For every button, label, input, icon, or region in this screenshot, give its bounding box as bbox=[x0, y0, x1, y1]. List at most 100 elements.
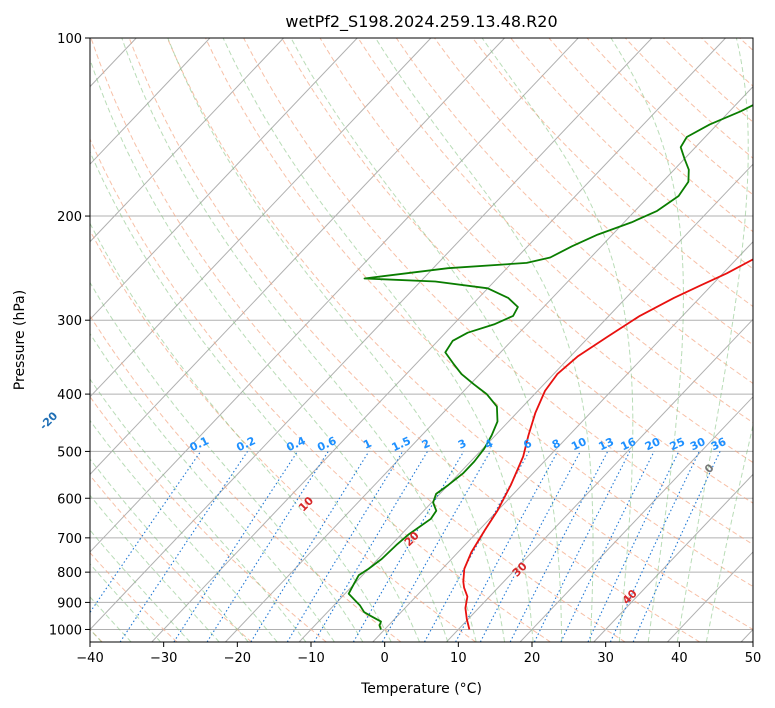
mixing-ratio-label: 30 bbox=[688, 435, 708, 453]
moist-adiabat-line bbox=[167, 38, 506, 642]
x-tick-label: 10 bbox=[450, 651, 467, 666]
moist-adiabat-line bbox=[90, 529, 191, 642]
x-tick-label: −20 bbox=[224, 651, 251, 666]
mixing-ratio-label: 13 bbox=[597, 435, 616, 453]
moist-adiabat-line bbox=[90, 281, 364, 642]
mixing-ratio-label: 16 bbox=[619, 435, 639, 453]
mixing-ratio-line bbox=[173, 451, 298, 642]
mixing-ratio-label: 10 bbox=[569, 435, 589, 453]
mixing-ratio-label: 36 bbox=[709, 435, 729, 453]
y-tick-label: 100 bbox=[57, 32, 82, 47]
dry-adiabat-line bbox=[90, 229, 476, 642]
isotherm-gridline bbox=[90, 38, 653, 631]
x-axis-label: Temperature (°C) bbox=[360, 681, 482, 697]
y-tick-label: 900 bbox=[57, 596, 82, 611]
axes: −40 −30 −20 −10 0 10 20 30 40 50 100 200 300 400 500 60… bbox=[49, 32, 761, 666]
dry-adiabat-line bbox=[357, 38, 753, 424]
x-tick-label: 0 bbox=[381, 651, 389, 666]
y-tick-label: 400 bbox=[57, 388, 82, 403]
dry-adiabat-line bbox=[434, 38, 753, 346]
mixing-ratio-label: 25 bbox=[668, 435, 687, 453]
moist-adiabat-line bbox=[676, 38, 749, 642]
dry-adiabat-line bbox=[90, 314, 402, 642]
moist-adiabat-line bbox=[90, 222, 392, 642]
temperature-profile-line bbox=[462, 258, 753, 630]
moist-adiabat-line bbox=[90, 596, 132, 642]
isotherm-gridline bbox=[519, 396, 753, 642]
x-tick-label: 20 bbox=[524, 651, 541, 666]
profile-series bbox=[347, 104, 753, 630]
moist-adiabat-line bbox=[90, 332, 335, 642]
y-tick-label: 800 bbox=[57, 566, 82, 581]
mixing-ratio-line bbox=[381, 451, 491, 642]
dry-adiabat-line bbox=[624, 38, 753, 159]
mixing-ratio-line bbox=[119, 451, 248, 642]
dry-adiabat-line bbox=[166, 38, 753, 631]
plot-background bbox=[90, 38, 753, 642]
x-tick-label: −40 bbox=[76, 651, 103, 666]
isotherm-gridline bbox=[90, 38, 284, 243]
isotherm-gridline bbox=[446, 318, 753, 642]
moist-adiabat-line bbox=[90, 494, 220, 642]
moist-adiabat-line bbox=[375, 38, 594, 642]
isotherm-gridline bbox=[298, 163, 753, 642]
moist-adiabats bbox=[90, 38, 753, 642]
dry-adiabat-line bbox=[243, 38, 753, 545]
x-tick-label: 40 bbox=[671, 651, 688, 666]
dewpoint-profile-line bbox=[347, 104, 753, 630]
y-tick-label: 200 bbox=[57, 210, 82, 225]
dry-adiabat-line bbox=[90, 38, 626, 642]
y-tick-label: 500 bbox=[57, 445, 82, 460]
dry-adiabat-line bbox=[128, 38, 701, 642]
mixing-ratio-line bbox=[250, 451, 370, 642]
dry-adiabat-line bbox=[548, 38, 753, 233]
dry-adiabat-line bbox=[90, 137, 551, 642]
dry-adiabat-line bbox=[319, 38, 753, 464]
y-axis-label: Pressure (hPa) bbox=[12, 290, 28, 390]
isotherm-gridline bbox=[0, 38, 63, 642]
mixing-ratio-line bbox=[455, 451, 559, 642]
x-tick-label: −30 bbox=[150, 651, 177, 666]
moist-adiabat-line bbox=[90, 563, 162, 642]
mixing-ratio-line bbox=[632, 451, 721, 642]
moist-adiabat-line bbox=[222, 38, 534, 642]
moist-adiabat-line bbox=[610, 38, 684, 642]
x-tick-label: −10 bbox=[297, 651, 324, 666]
moist-adiabat-line bbox=[121, 38, 477, 642]
isotherm-gridline bbox=[151, 38, 726, 642]
x-tick-label: 30 bbox=[597, 651, 614, 666]
mixing-ratio-label: 20 bbox=[643, 435, 663, 453]
isotherm-gridline bbox=[90, 38, 432, 398]
moist-adiabat-line bbox=[90, 378, 307, 642]
isotherm-gridline bbox=[372, 241, 753, 642]
mixing-ratio-line bbox=[286, 451, 404, 642]
dry-adiabat-line bbox=[395, 38, 753, 385]
dry-adiabats bbox=[90, 38, 753, 642]
moist-adiabat-line bbox=[705, 423, 753, 642]
plot-frame bbox=[89, 37, 754, 643]
moist-adiabat-line bbox=[481, 38, 634, 642]
mixing-ratio-line bbox=[509, 451, 609, 642]
moist-adiabat-line bbox=[90, 458, 249, 642]
y-tick-label: 300 bbox=[57, 314, 82, 329]
moist-adiabat-line bbox=[90, 57, 449, 642]
grid-lines bbox=[0, 38, 753, 642]
y-tick-label: 600 bbox=[57, 492, 82, 507]
isotherm-gridline bbox=[225, 85, 753, 642]
dry-adiabat-line bbox=[281, 38, 753, 504]
isotherm-gridline bbox=[90, 38, 358, 321]
chart-title: wetPf2_S198.2024.259.13.48.R20 bbox=[285, 12, 557, 32]
isotherm-gridline bbox=[90, 38, 211, 165]
dry-adiabat-line bbox=[90, 474, 252, 642]
dry-adiabat-label: -20 bbox=[37, 409, 60, 432]
dry-adiabat-line bbox=[472, 38, 753, 308]
mixing-ratio-line bbox=[533, 451, 631, 642]
mixing-ratio-line bbox=[206, 451, 329, 642]
y-tick-label: 1000 bbox=[49, 623, 82, 638]
isotherm-gridline bbox=[90, 38, 505, 476]
y-tick-label: 700 bbox=[57, 532, 82, 547]
isotherm-gridline bbox=[90, 38, 579, 553]
moist-adiabat-line bbox=[290, 38, 563, 642]
x-tick-label: 50 bbox=[745, 651, 762, 666]
